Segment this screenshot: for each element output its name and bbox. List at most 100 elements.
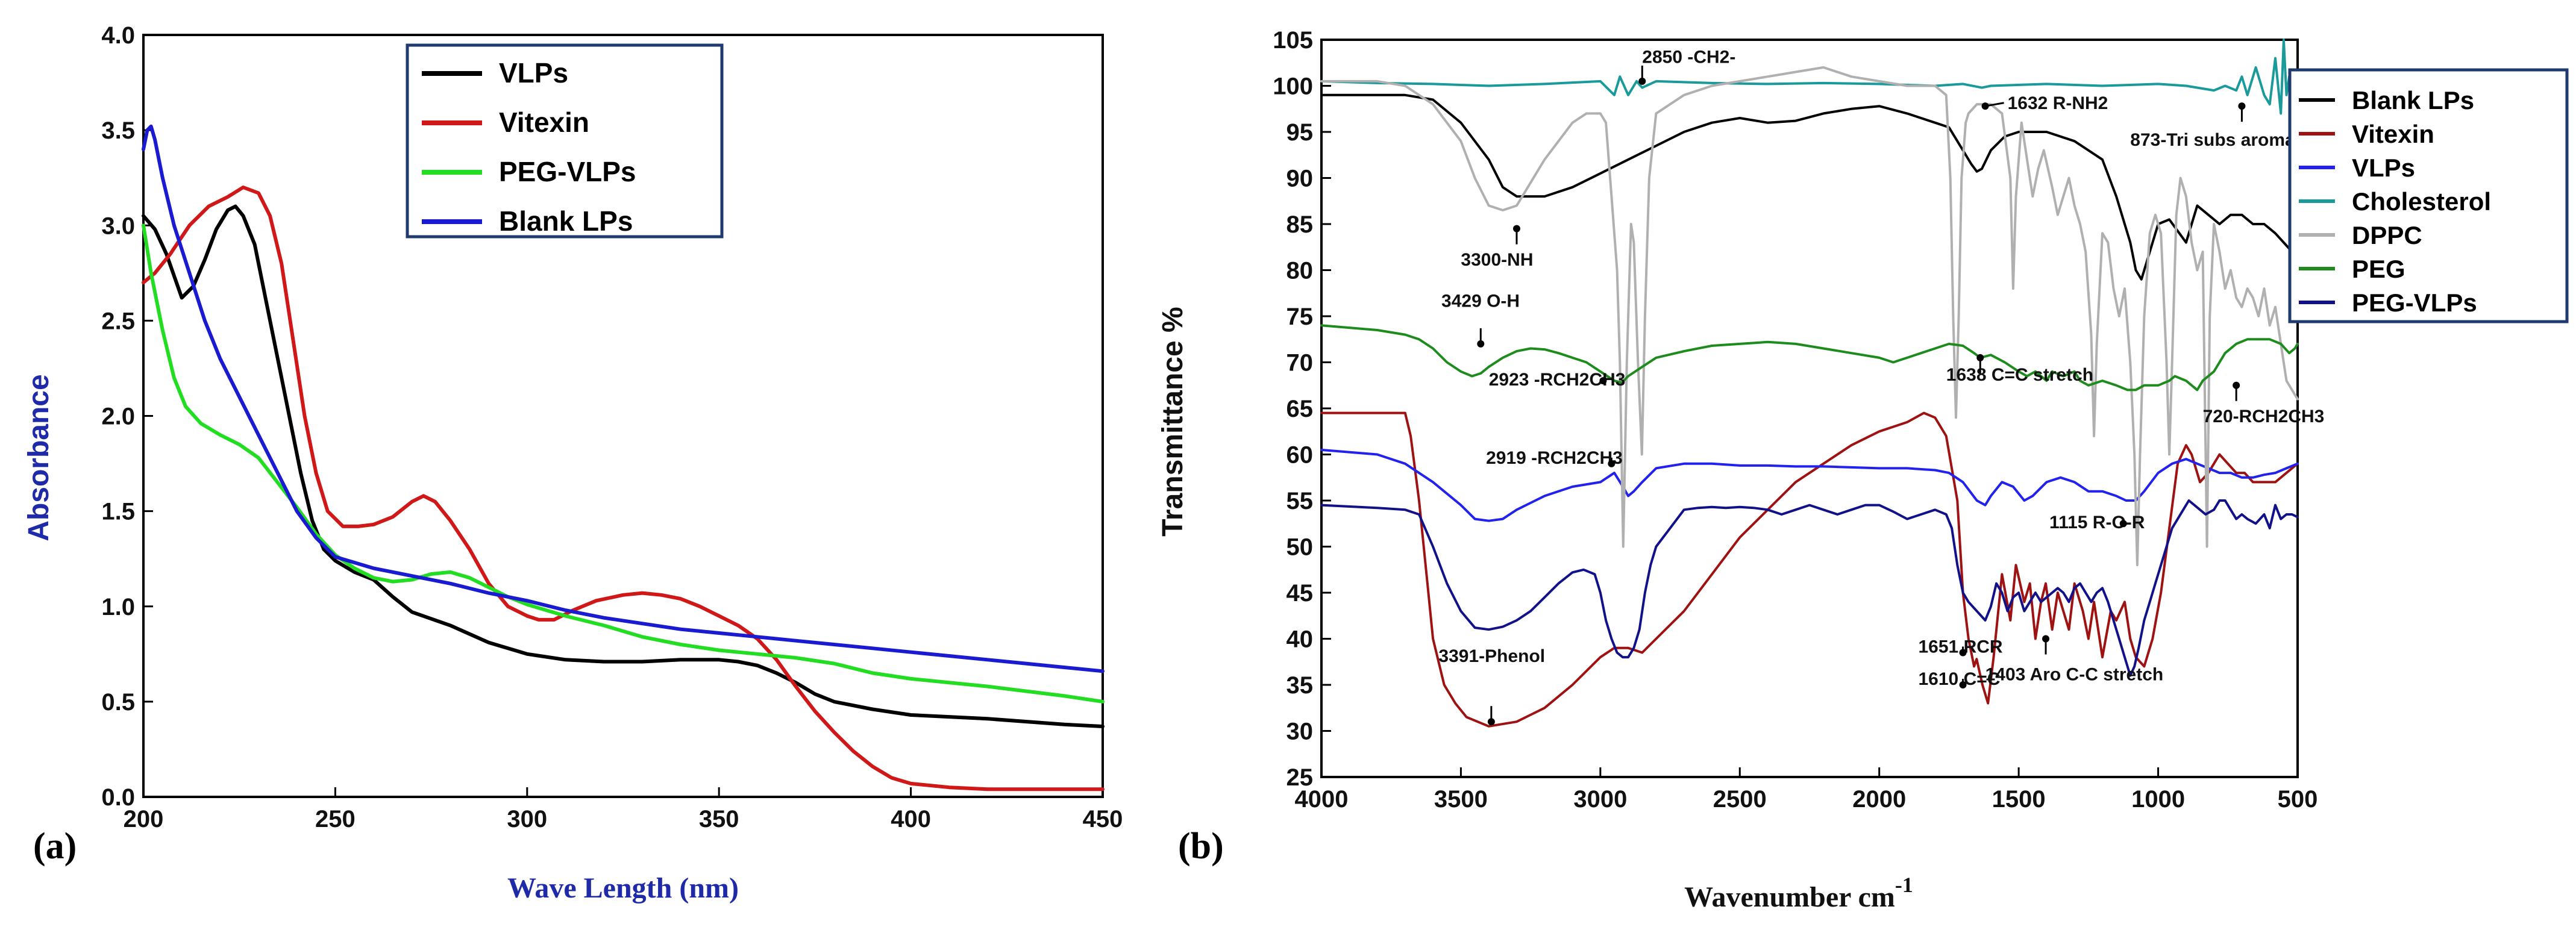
x-tick-label: 3000 (1573, 786, 1627, 813)
legend-label: DPPC (2352, 221, 2422, 249)
annotation-arrow-head (2238, 102, 2246, 110)
annotation-arrow-head (1638, 77, 1646, 85)
legend-label: PEG (2352, 255, 2405, 283)
series-line-peg (1320, 324, 2299, 392)
legend-label: VLPs (2352, 154, 2415, 182)
x-tick-label: 450 (1083, 806, 1123, 832)
y-tick-label: 4.0 (101, 22, 135, 49)
y-tick-label: 70 (1286, 350, 1314, 376)
annotation-label: 1638 C=C stretch (1946, 365, 2093, 385)
series-line-vlps (1320, 448, 2299, 522)
y-tick-label: 75 (1286, 304, 1314, 330)
series-lines-a (142, 124, 1105, 791)
annotation-label: 2919 -RCH2CH3 (1486, 448, 1623, 468)
y-tick-label: 65 (1286, 396, 1314, 422)
y-tick-label: 90 (1286, 166, 1314, 192)
annotation-arrow-head (1487, 718, 1495, 726)
y-tick-label: 105 (1273, 27, 1313, 54)
annotation-label: 1632 R-NH2 (2008, 93, 2108, 113)
annotation-arrow-head (2233, 381, 2240, 389)
annotation-arrow-head (2119, 520, 2127, 528)
y-tick-label: 85 (1286, 211, 1314, 238)
legend-a: VLPs Vitexin PEG-VLPs Blank LPs (406, 43, 724, 239)
annotation-arrow-head (1959, 681, 1967, 688)
x-axis-label-a: Wave Length (nm) (507, 872, 739, 904)
legend-b: Blank LPs Vitexin VLPs Cholesterol DPPC PEG PE… (2288, 68, 2569, 323)
y-axis-label-a: Absorbance (23, 374, 55, 541)
legend-box-b (2288, 68, 2569, 323)
series-line-dppc (1320, 66, 2299, 567)
x-tick-label: 1000 (2131, 786, 2185, 813)
x-tick-label: 1500 (1992, 786, 2046, 813)
series-lines-b (1320, 39, 2299, 728)
annotation-label: 1403 Aro C-C stretch (1985, 664, 2164, 684)
y-tick-label: 30 (1286, 719, 1314, 745)
annotation-label: 3300-NH (1461, 250, 1533, 270)
annotation-arrow-head (1608, 460, 1615, 467)
y-tick-label: 0.0 (101, 784, 135, 811)
y-tick-label: 55 (1286, 488, 1314, 514)
annotation-label: 873-Tri subs aroma (2130, 130, 2295, 150)
y-tick-label: 35 (1286, 672, 1314, 699)
series-line-vlps (142, 204, 1105, 728)
annotation-label: 720-RCH2CH3 (2203, 407, 2325, 426)
annotation-label: 3429 O-H (1441, 292, 1520, 311)
x-tick-label: 3500 (1434, 786, 1488, 813)
y-tick-label: 95 (1286, 119, 1314, 146)
series-line-peg-vlps (1320, 499, 2299, 677)
x-tick-label: 400 (891, 806, 931, 832)
legend-label: Vitexin (499, 107, 589, 138)
series-line-peg-vlps (142, 223, 1105, 704)
legend-label: Vitexin (2352, 120, 2434, 148)
panel-label-b: (b) (1178, 826, 1224, 867)
uv-vis-chart: 0.0 0.5 1.0 1.5 2.0 2.5 3.0 3.5 4.0 200 250 300 350… (23, 22, 1123, 904)
x-tick-label: 2000 (1852, 786, 1906, 813)
annotation-label: 1115 R-O-R (2049, 513, 2145, 532)
panel-label-a: (a) (33, 826, 77, 867)
y-tick-label: 25 (1286, 764, 1314, 791)
annotation-arrow-head (1976, 354, 1984, 361)
annotation-arrow-head (1959, 649, 1967, 657)
x-tick-label: 250 (315, 806, 356, 832)
series-line-blank-lps (142, 124, 1105, 673)
annotation-label: 3391-Phenol (1438, 646, 1545, 666)
legend-label: PEG-VLPs (499, 156, 636, 187)
y-tick-label: 100 (1273, 73, 1313, 100)
series-line-blank-lps (1320, 93, 2299, 281)
y-axis-ticks-a: 0.0 0.5 1.0 1.5 2.0 2.5 3.0 3.5 4.0 (101, 22, 153, 811)
annotation-arrow-head (1513, 225, 1520, 232)
legend-label: Blank LPs (499, 205, 633, 237)
x-axis-label-b: Wavenumber cm-1 (1684, 873, 1913, 913)
series-line-vitexin (1320, 411, 2299, 728)
y-tick-label: 2.5 (101, 308, 135, 334)
series-line-cholesterol (1320, 39, 2299, 115)
y-axis-label-b: Transmittance % (1157, 307, 1189, 536)
x-tick-label: 350 (699, 806, 739, 832)
y-tick-label: 80 (1286, 258, 1314, 284)
y-tick-label: 45 (1286, 580, 1314, 607)
y-tick-label: 40 (1286, 626, 1314, 653)
annotation-arrow-head (1981, 102, 1989, 110)
legend-label: PEG-VLPs (2352, 289, 2477, 317)
x-tick-label: 200 (124, 806, 164, 832)
y-tick-label: 60 (1286, 442, 1314, 469)
ftir-chart: 25 30 35 40 45 50 55 60 65 70 75 80 85 90 95 100 105 400… (1157, 27, 2569, 913)
annotation-arrow-head (2042, 635, 2050, 643)
y-tick-label: 1.0 (101, 594, 135, 620)
x-axis-ticks-a: 200 250 300 350 400 450 (124, 787, 1123, 832)
x-tick-label: 2500 (1713, 786, 1767, 813)
legend-label: Blank LPs (2352, 86, 2474, 114)
legend-label: VLPs (499, 57, 568, 89)
y-tick-label: 2.0 (101, 404, 135, 430)
x-tick-label: 500 (2278, 786, 2318, 813)
annotation-label: 1610 C=C (1919, 669, 2001, 689)
y-tick-label: 3.5 (101, 117, 135, 144)
annotations-b: 2850 -CH2- 1632 R-NH2 873-Tri subs aroma 33… (1438, 47, 2325, 726)
annotation-label: 2850 -CH2- (1642, 47, 1735, 67)
annotation-arrow-head (1477, 340, 1485, 348)
y-tick-label: 0.5 (101, 689, 135, 716)
y-tick-label: 50 (1286, 534, 1314, 561)
series-line-vitexin (142, 186, 1105, 791)
x-tick-label: 300 (507, 806, 547, 832)
